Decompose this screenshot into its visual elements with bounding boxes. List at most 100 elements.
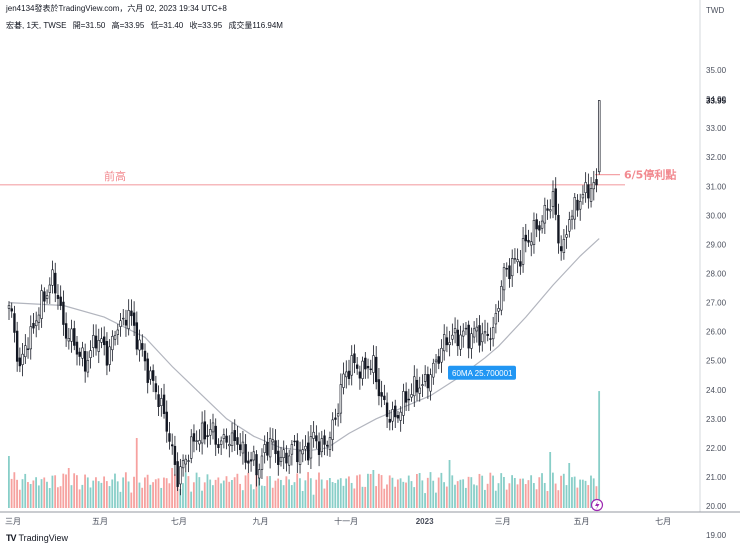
candle-body	[89, 350, 92, 358]
candle-body	[475, 326, 479, 332]
last-candle-body	[597, 100, 601, 173]
candle-body	[500, 286, 503, 311]
volume-bar	[380, 475, 383, 508]
volume-bar	[282, 485, 285, 508]
candle-body	[304, 446, 307, 450]
candle-body	[502, 267, 506, 291]
volume-bar	[122, 477, 125, 508]
volume-bar	[247, 472, 250, 508]
volume-bar	[407, 475, 410, 508]
ma-60-line	[8, 238, 600, 452]
volume-bar	[168, 483, 171, 508]
volume-bar	[595, 486, 598, 508]
candle-body	[510, 258, 514, 277]
candle-body	[301, 449, 304, 455]
candle-body	[233, 430, 236, 441]
candle-body	[241, 441, 245, 454]
close-value: 收=33.95	[189, 21, 223, 30]
candle-body	[26, 348, 30, 350]
volume-bar	[309, 478, 312, 508]
volume-bar	[133, 476, 135, 508]
volume-bar	[505, 489, 508, 508]
volume-bar	[473, 484, 475, 508]
y-tick-label: 25.00	[706, 357, 727, 366]
candle-body	[383, 395, 386, 401]
candle-body	[64, 323, 68, 339]
volume-bar	[342, 485, 345, 508]
candle-body	[377, 379, 381, 397]
volume-bar	[16, 479, 18, 508]
volume-bar	[418, 473, 421, 508]
candle-body	[328, 437, 332, 450]
candle-body	[374, 356, 378, 383]
candle-body	[527, 239, 530, 243]
candle-body	[184, 458, 187, 465]
tradingview-brand[interactable]: TV TradingView	[6, 533, 68, 543]
volume-bar	[369, 474, 372, 508]
candle-body	[217, 444, 220, 448]
candle-body	[100, 338, 103, 343]
candle-body	[415, 379, 419, 393]
volume-bar	[328, 478, 331, 508]
volume-bar	[35, 477, 37, 508]
candle-body	[258, 469, 261, 479]
candle-body	[334, 417, 337, 420]
volume-bar	[144, 477, 146, 508]
y-tick-label: 23.00	[706, 415, 727, 424]
volume-bar	[21, 479, 24, 508]
candle-body	[467, 324, 470, 349]
y-tick-label: 19.00	[706, 531, 727, 540]
volume-bar	[592, 478, 595, 508]
volume-bar	[18, 489, 21, 508]
candle-body	[459, 334, 462, 350]
candle-body	[86, 360, 90, 373]
volume-bar	[108, 486, 111, 508]
volume-bar	[173, 474, 176, 508]
volume-bar	[10, 478, 13, 508]
x-tick-label: 七月	[655, 517, 671, 526]
candle-body	[404, 391, 408, 403]
candle-body	[516, 259, 519, 263]
volume-bar	[484, 489, 486, 508]
candle-body	[287, 455, 291, 466]
candle-body	[124, 319, 128, 326]
candle-body	[70, 328, 73, 342]
tradingview-logo-icon: TV	[6, 533, 16, 543]
candle-body	[426, 374, 430, 389]
volume-bar	[13, 472, 16, 508]
candle-body	[557, 215, 560, 244]
candle-body	[584, 182, 587, 194]
volume-bar	[280, 479, 282, 508]
candle-body	[146, 358, 149, 383]
candle-body	[535, 219, 538, 230]
y-tick-label: 26.00	[706, 328, 727, 337]
ohlc-legend: 宏碁, 1天, TWSE 開=31.50 高=33.95 低=31.40 收=3…	[6, 20, 283, 31]
candle-body	[396, 415, 400, 419]
volume-bar	[562, 473, 565, 508]
candle-body	[108, 346, 111, 365]
candle-body	[192, 433, 196, 442]
x-tick-label: 五月	[573, 517, 589, 526]
volume-bar	[584, 480, 587, 508]
volume-bar	[59, 486, 62, 508]
volume-bar	[67, 468, 70, 508]
volume-bar	[399, 478, 402, 508]
volume-bar	[516, 484, 519, 508]
candle-body	[478, 325, 481, 346]
candle-body	[211, 422, 215, 433]
volume-bar	[475, 485, 478, 508]
volume-bar	[459, 479, 462, 508]
volume-bar	[576, 487, 579, 508]
volume-bar	[252, 489, 255, 508]
volume-bar	[135, 438, 138, 508]
volume-bar	[176, 476, 179, 508]
candle-body	[29, 326, 32, 350]
candle-body	[54, 272, 57, 294]
volume-bar	[367, 473, 369, 508]
volume-bar	[24, 473, 27, 508]
candle-body	[15, 330, 19, 362]
candle-body	[83, 351, 87, 372]
volume-bar	[318, 472, 320, 508]
candle-body	[239, 444, 242, 451]
